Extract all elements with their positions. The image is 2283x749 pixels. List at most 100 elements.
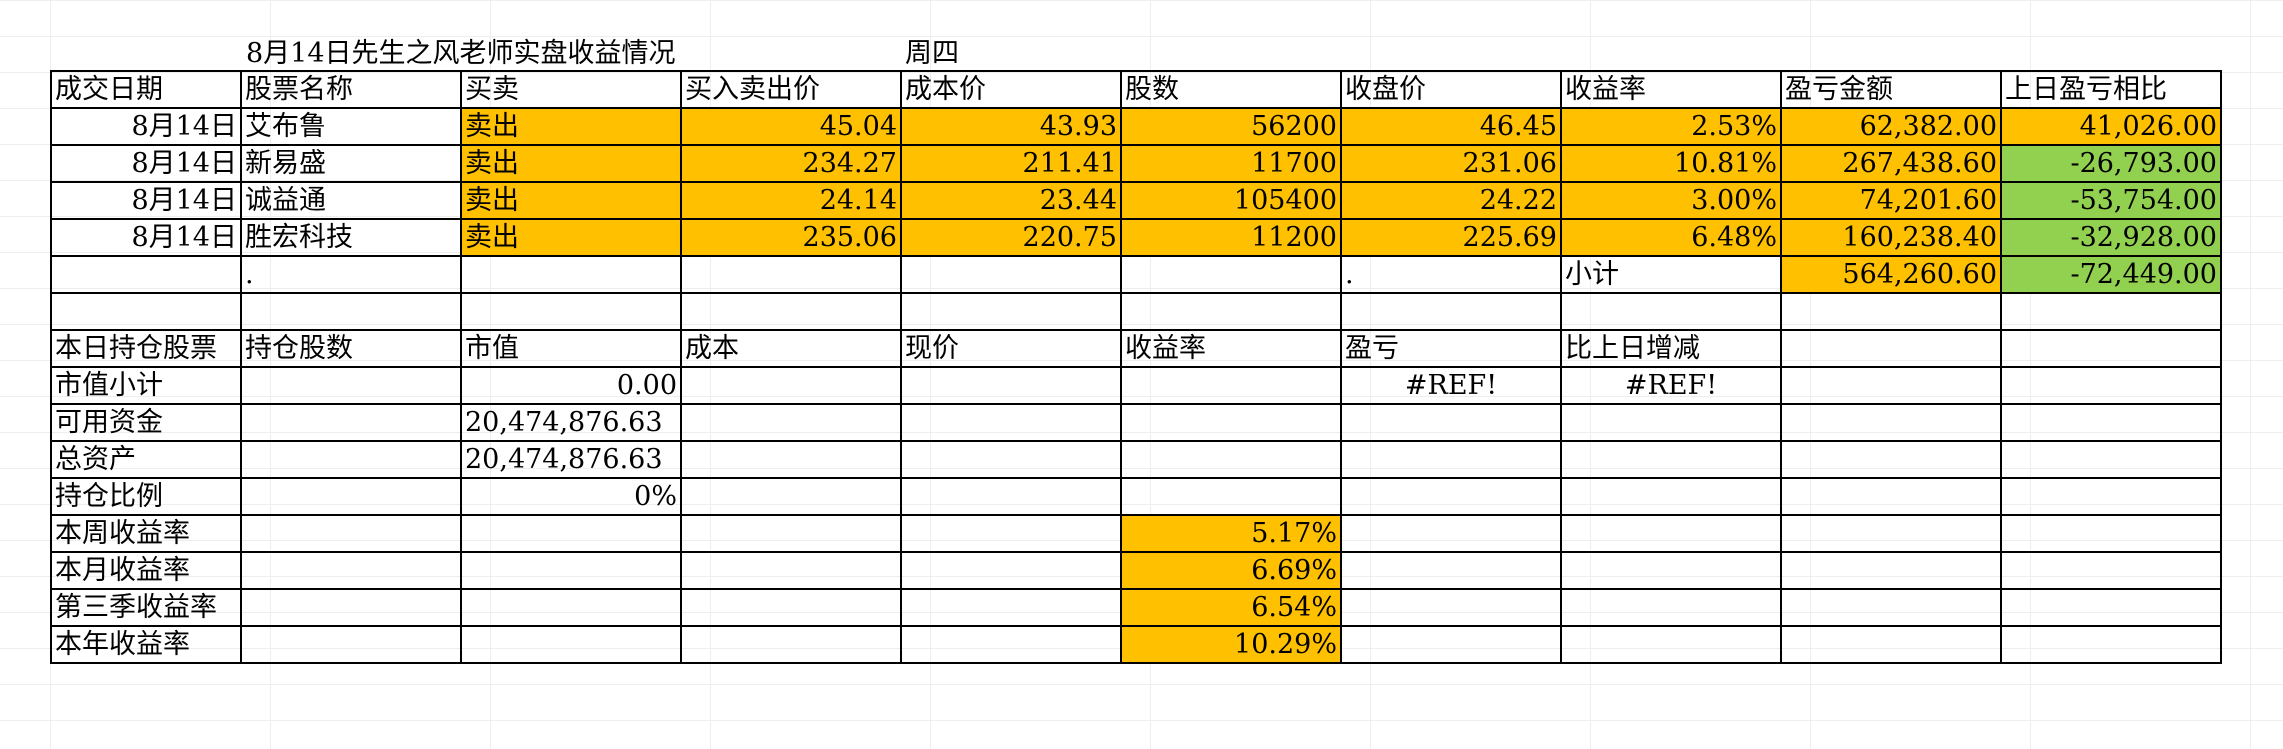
close-cell[interactable]: 225.69	[1340, 218, 1561, 256]
header-cell[interactable]: 比上日增减	[1560, 329, 1781, 367]
cell[interactable]	[900, 625, 1121, 664]
cell[interactable]	[680, 403, 901, 441]
cell[interactable]	[2000, 477, 2222, 515]
cell[interactable]	[1560, 403, 1781, 441]
cell[interactable]	[2000, 625, 2222, 664]
cell[interactable]	[1120, 366, 1341, 404]
q3-return-value[interactable]: 6.54%	[1120, 588, 1341, 626]
cost-cell[interactable]: 23.44	[900, 181, 1121, 219]
cell[interactable]	[2000, 292, 2222, 330]
vs-prev-cell[interactable]: -32,928.00	[2000, 218, 2222, 256]
cell[interactable]	[900, 255, 1121, 293]
header-cell[interactable]: 上日盈亏相比	[2000, 70, 2222, 108]
stock-name-cell[interactable]: 艾布鲁	[240, 107, 461, 145]
cell[interactable]	[1120, 255, 1341, 293]
summary-value[interactable]: 20,474,876.63	[460, 403, 681, 441]
side-cell[interactable]: 卖出	[460, 144, 681, 182]
cell[interactable]	[1780, 588, 2001, 626]
cell[interactable]	[1120, 403, 1341, 441]
cell[interactable]	[460, 255, 681, 293]
cell[interactable]	[2000, 588, 2222, 626]
price-cell[interactable]: 234.27	[680, 144, 901, 182]
cell[interactable]	[680, 514, 901, 552]
change-error-cell[interactable]: #REF!	[1560, 366, 1781, 404]
week-return-value[interactable]: 5.17%	[1120, 514, 1341, 552]
cell[interactable]	[1340, 403, 1561, 441]
cell[interactable]	[680, 366, 901, 404]
header-cell[interactable]: 股数	[1120, 70, 1341, 108]
cell[interactable]	[460, 588, 681, 626]
trade-date-cell[interactable]: 8月14日	[50, 107, 241, 145]
cell[interactable]	[900, 366, 1121, 404]
header-cell[interactable]: 市值	[460, 329, 681, 367]
cell[interactable]	[460, 514, 681, 552]
cell[interactable]	[1560, 440, 1781, 478]
cost-cell[interactable]: 220.75	[900, 218, 1121, 256]
header-cell[interactable]: 盈亏金额	[1780, 70, 2001, 108]
return-cell[interactable]: 2.53%	[1560, 107, 1781, 145]
summary-label[interactable]: 持仓比例	[50, 477, 241, 515]
side-cell[interactable]: 卖出	[460, 181, 681, 219]
cell[interactable]	[240, 403, 461, 441]
cell[interactable]	[240, 551, 461, 589]
cell[interactable]	[1560, 477, 1781, 515]
cell[interactable]	[680, 255, 901, 293]
header-cell[interactable]: 成本	[680, 329, 901, 367]
summary-label[interactable]: 可用资金	[50, 403, 241, 441]
price-cell[interactable]: 45.04	[680, 107, 901, 145]
cell[interactable]	[900, 403, 1121, 441]
shares-cell[interactable]: 56200	[1120, 107, 1341, 145]
summary-label[interactable]: 第三季收益率	[50, 588, 241, 626]
header-cell[interactable]: 成本价	[900, 70, 1121, 108]
cell[interactable]	[1340, 440, 1561, 478]
cell[interactable]	[1780, 477, 2001, 515]
cell[interactable]	[900, 588, 1121, 626]
cell[interactable]	[1340, 588, 1561, 626]
cell[interactable]	[680, 292, 901, 330]
cell[interactable]	[680, 551, 901, 589]
subtotal-pnl[interactable]: 564,260.60	[1780, 255, 2001, 293]
cell[interactable]	[900, 292, 1121, 330]
close-cell[interactable]: 231.06	[1340, 144, 1561, 182]
cell[interactable]	[2000, 440, 2222, 478]
stock-name-cell[interactable]: 新易盛	[240, 144, 461, 182]
cell[interactable]	[1780, 625, 2001, 664]
cell[interactable]	[2000, 366, 2222, 404]
cell[interactable]	[1120, 440, 1341, 478]
cell[interactable]	[50, 292, 241, 330]
weekday-cell[interactable]: 周四	[905, 38, 959, 69]
subtotal-label[interactable]: 小计	[1560, 255, 1781, 293]
shares-cell[interactable]: 105400	[1120, 181, 1341, 219]
header-cell[interactable]: 买入卖出价	[680, 70, 901, 108]
cell[interactable]	[1340, 551, 1561, 589]
summary-value[interactable]: 0.00	[460, 366, 681, 404]
cell[interactable]	[1560, 588, 1781, 626]
cell[interactable]	[240, 366, 461, 404]
dot-cell[interactable]: .	[240, 255, 461, 293]
summary-label[interactable]: 本年收益率	[50, 625, 241, 664]
year-return-value[interactable]: 10.29%	[1120, 625, 1341, 664]
summary-label[interactable]: 本周收益率	[50, 514, 241, 552]
header-cell[interactable]: 收盘价	[1340, 70, 1561, 108]
cell[interactable]	[1780, 292, 2001, 330]
cell[interactable]	[240, 514, 461, 552]
cell[interactable]	[900, 477, 1121, 515]
cell[interactable]	[680, 477, 901, 515]
cell[interactable]	[1780, 551, 2001, 589]
vs-prev-cell[interactable]: -53,754.00	[2000, 181, 2222, 219]
subtotal-vs-prev[interactable]: -72,449.00	[2000, 255, 2222, 293]
return-cell[interactable]: 10.81%	[1560, 144, 1781, 182]
header-cell[interactable]: 本日持仓股票	[50, 329, 241, 367]
cell[interactable]	[1560, 514, 1781, 552]
cell[interactable]	[460, 551, 681, 589]
cell[interactable]	[1340, 514, 1561, 552]
shares-cell[interactable]: 11700	[1120, 144, 1341, 182]
cell[interactable]	[2000, 403, 2222, 441]
sheet-title[interactable]: 8月14日先生之风老师实盘收益情况	[246, 38, 676, 69]
dot-cell[interactable]: .	[1340, 255, 1561, 293]
cell[interactable]	[240, 625, 461, 664]
header-cell[interactable]: 现价	[900, 329, 1121, 367]
vs-prev-cell[interactable]: 41,026.00	[2000, 107, 2222, 145]
side-cell[interactable]: 卖出	[460, 218, 681, 256]
cell[interactable]	[680, 625, 901, 664]
